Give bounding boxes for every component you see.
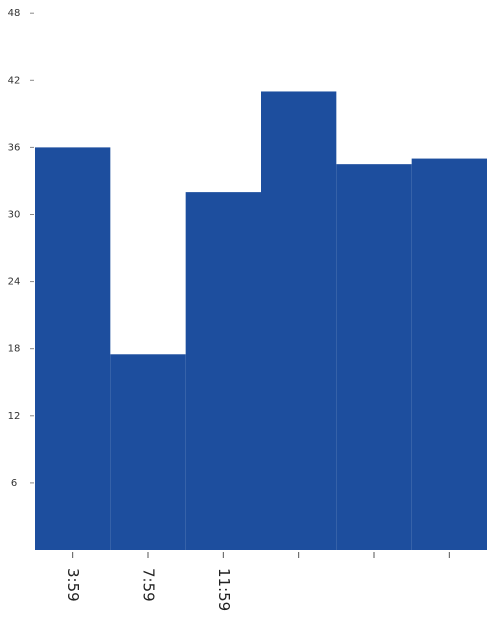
bar bbox=[261, 91, 337, 550]
y-tick-label: 36 bbox=[8, 142, 21, 153]
y-tick-label: 12 bbox=[8, 411, 21, 422]
bar bbox=[336, 164, 412, 550]
y-tick-label: 42 bbox=[8, 75, 21, 86]
x-tick-label: 7:59 bbox=[140, 568, 158, 602]
y-tick-label: 6 bbox=[11, 478, 17, 489]
y-tick-label: 24 bbox=[8, 277, 21, 288]
bar bbox=[185, 192, 261, 551]
x-tick-label: 11:59 bbox=[215, 568, 233, 611]
bar bbox=[110, 354, 186, 550]
x-tick-label: 3:59 bbox=[64, 568, 82, 602]
bar bbox=[411, 158, 487, 551]
y-tick-label: 18 bbox=[8, 344, 21, 355]
bar bbox=[35, 147, 111, 550]
y-tick-label: 48 bbox=[8, 8, 21, 19]
y-tick-label: 30 bbox=[8, 209, 21, 220]
